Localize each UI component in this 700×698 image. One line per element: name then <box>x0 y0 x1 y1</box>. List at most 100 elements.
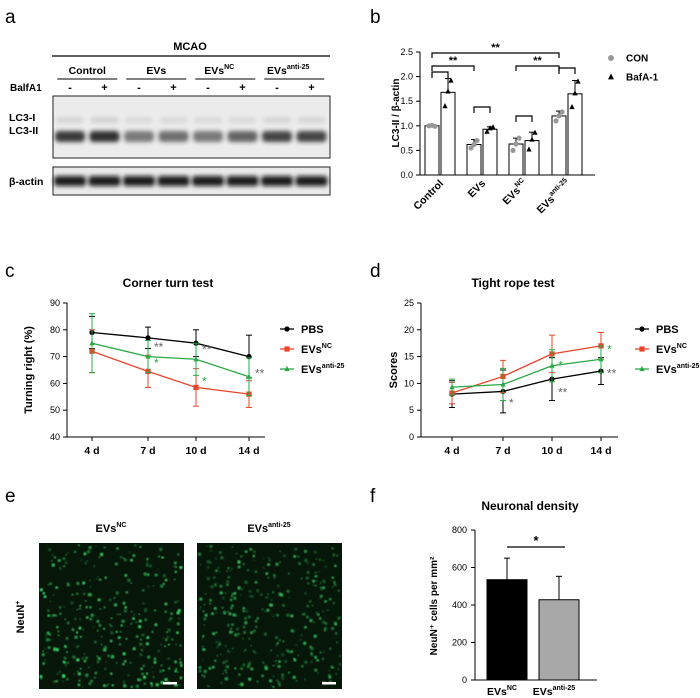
micro-cell-0-289 <box>142 602 145 605</box>
micro-cell-0-107 <box>141 633 145 637</box>
micro-cell-0-95 <box>49 600 52 603</box>
chart-c-legend-marker-1 <box>284 346 290 352</box>
micro-cell-1-330 <box>226 570 228 573</box>
micro-cell-0-293 <box>179 658 182 661</box>
micro-cell-1-240 <box>240 682 244 687</box>
chart-c-ytick-label-0: 40 <box>50 432 60 442</box>
micro-cell-1-285 <box>304 558 308 563</box>
micro-cell-0-273 <box>48 547 52 552</box>
micro-cell-0-241 <box>170 612 173 616</box>
micro-cell-1-127 <box>202 658 204 661</box>
micro-cell-0-345 <box>127 674 130 677</box>
micro-cell-1-424 <box>252 550 256 554</box>
micro-cell-0-106 <box>127 578 131 582</box>
micro-cell-0-162 <box>138 619 142 623</box>
chart-b-ytick-label-5: 2.5 <box>400 47 413 57</box>
micro-cell-1-93 <box>328 597 332 601</box>
micro-cell-1-253 <box>276 654 279 657</box>
micro-cell-1-280 <box>282 639 285 643</box>
micro-cell-0-55 <box>143 608 148 612</box>
micro-cell-0-214 <box>172 565 175 568</box>
micro-cell-0-213 <box>123 558 127 562</box>
micro-cell-0-149 <box>162 574 166 578</box>
micro-cell-0-194 <box>159 669 163 673</box>
micro-cell-0-296 <box>89 617 93 621</box>
micro-cell-1-163 <box>256 617 260 620</box>
micro-cell-1-251 <box>270 649 273 652</box>
micro-cell-0-192 <box>88 545 92 550</box>
micro-cell-0-163 <box>96 660 100 664</box>
blot-treatment-sign-0: - <box>68 82 72 94</box>
micro-cell-1-295 <box>268 557 270 559</box>
micro-cell-1-141 <box>298 562 301 565</box>
blot-lc3ii-band-5 <box>227 131 258 142</box>
micro-cell-1-428 <box>334 631 338 635</box>
micro-cell-1-368 <box>222 596 225 600</box>
micro-cell-0-408 <box>145 562 149 565</box>
micro-cell-0-280 <box>90 679 94 683</box>
chart-b-pair-bracket-1 <box>473 106 491 113</box>
micro-cell-1-302 <box>318 617 322 620</box>
chart-f-bar-0 <box>486 579 528 681</box>
micro-cell-0-285 <box>93 676 97 679</box>
micro-cell-1-385 <box>247 662 252 666</box>
micro-cell-1-120 <box>276 642 280 645</box>
micro-cell-0-354 <box>162 669 165 672</box>
micro-cell-0-517 <box>64 664 68 667</box>
micro-cell-1-399 <box>212 576 216 580</box>
micro-cell-1-272 <box>263 567 265 569</box>
micro-cell-0-484 <box>86 549 91 554</box>
micro-cell-0-515 <box>79 635 82 638</box>
micro-cell-0-291 <box>110 631 114 635</box>
chart-d-ytick-label-4: 20 <box>404 325 414 335</box>
micro-cell-0-462 <box>42 650 44 652</box>
micro-cell-1-228 <box>220 555 224 560</box>
micro-cell-1-366 <box>302 612 306 616</box>
micro-cell-1-162 <box>242 625 246 629</box>
micro-cell-1-444 <box>209 561 212 564</box>
neun-row-label: NeuN+ <box>15 601 27 634</box>
micro-cell-0-428 <box>138 613 141 615</box>
micro-cell-0-133 <box>145 672 149 675</box>
micro-cell-0-487 <box>176 553 180 556</box>
micro-cell-0-2 <box>122 601 126 605</box>
micro-cell-1-4 <box>254 619 258 623</box>
micro-cell-1-159 <box>232 613 236 617</box>
micro-cell-1-100 <box>216 655 219 657</box>
micro-cell-0-420 <box>124 573 128 577</box>
micro-cell-0-349 <box>43 595 47 599</box>
micro-cell-1-439 <box>252 554 256 558</box>
micro-cell-0-447 <box>179 565 183 570</box>
micro-cell-1-91 <box>225 659 229 663</box>
micro-cell-1-239 <box>312 584 315 587</box>
micro-cell-1-331 <box>275 613 279 617</box>
micro-cell-0-358 <box>62 674 66 678</box>
micro-cell-0-205 <box>146 558 149 561</box>
micro-cell-1-101 <box>303 625 307 629</box>
micro-cell-0-404 <box>82 581 86 585</box>
micro-cell-1-369 <box>227 610 229 613</box>
chart-b-point-1-1-2 <box>490 124 496 130</box>
micro-cell-0-68 <box>51 563 56 567</box>
scale-bar-anti25 <box>322 682 336 685</box>
micro-cell-1-269 <box>213 606 217 610</box>
micro-cell-1-27 <box>259 593 263 596</box>
micro-cell-0-256 <box>83 653 86 655</box>
micro-cell-1-429 <box>332 602 335 605</box>
micro-cell-0-397 <box>123 659 127 663</box>
chart-b-category-label-2: EVsNC <box>500 177 530 207</box>
blot-actin-band-3 <box>157 176 190 186</box>
micro-cell-1-291 <box>225 672 227 674</box>
chart-b-bar-1-3 <box>567 93 583 176</box>
micro-cell-1-119 <box>337 589 341 592</box>
micro-cell-0-198 <box>73 672 76 675</box>
micro-cell-1-312 <box>233 592 236 595</box>
micro-cell-0-99 <box>152 676 155 679</box>
micro-cell-0-278 <box>48 638 52 642</box>
micro-cell-0-455 <box>175 667 178 671</box>
chart-b: LC3-II / β-actin 0.0 0.5 1.0 1.5 2.0 2.5 ** **… <box>391 42 659 216</box>
micro-cell-0-363 <box>39 674 43 679</box>
blot-actin-band-1 <box>88 176 121 186</box>
blot-treatment-sign-4: - <box>206 82 210 94</box>
chart-b-point-0-3-0 <box>553 118 559 124</box>
